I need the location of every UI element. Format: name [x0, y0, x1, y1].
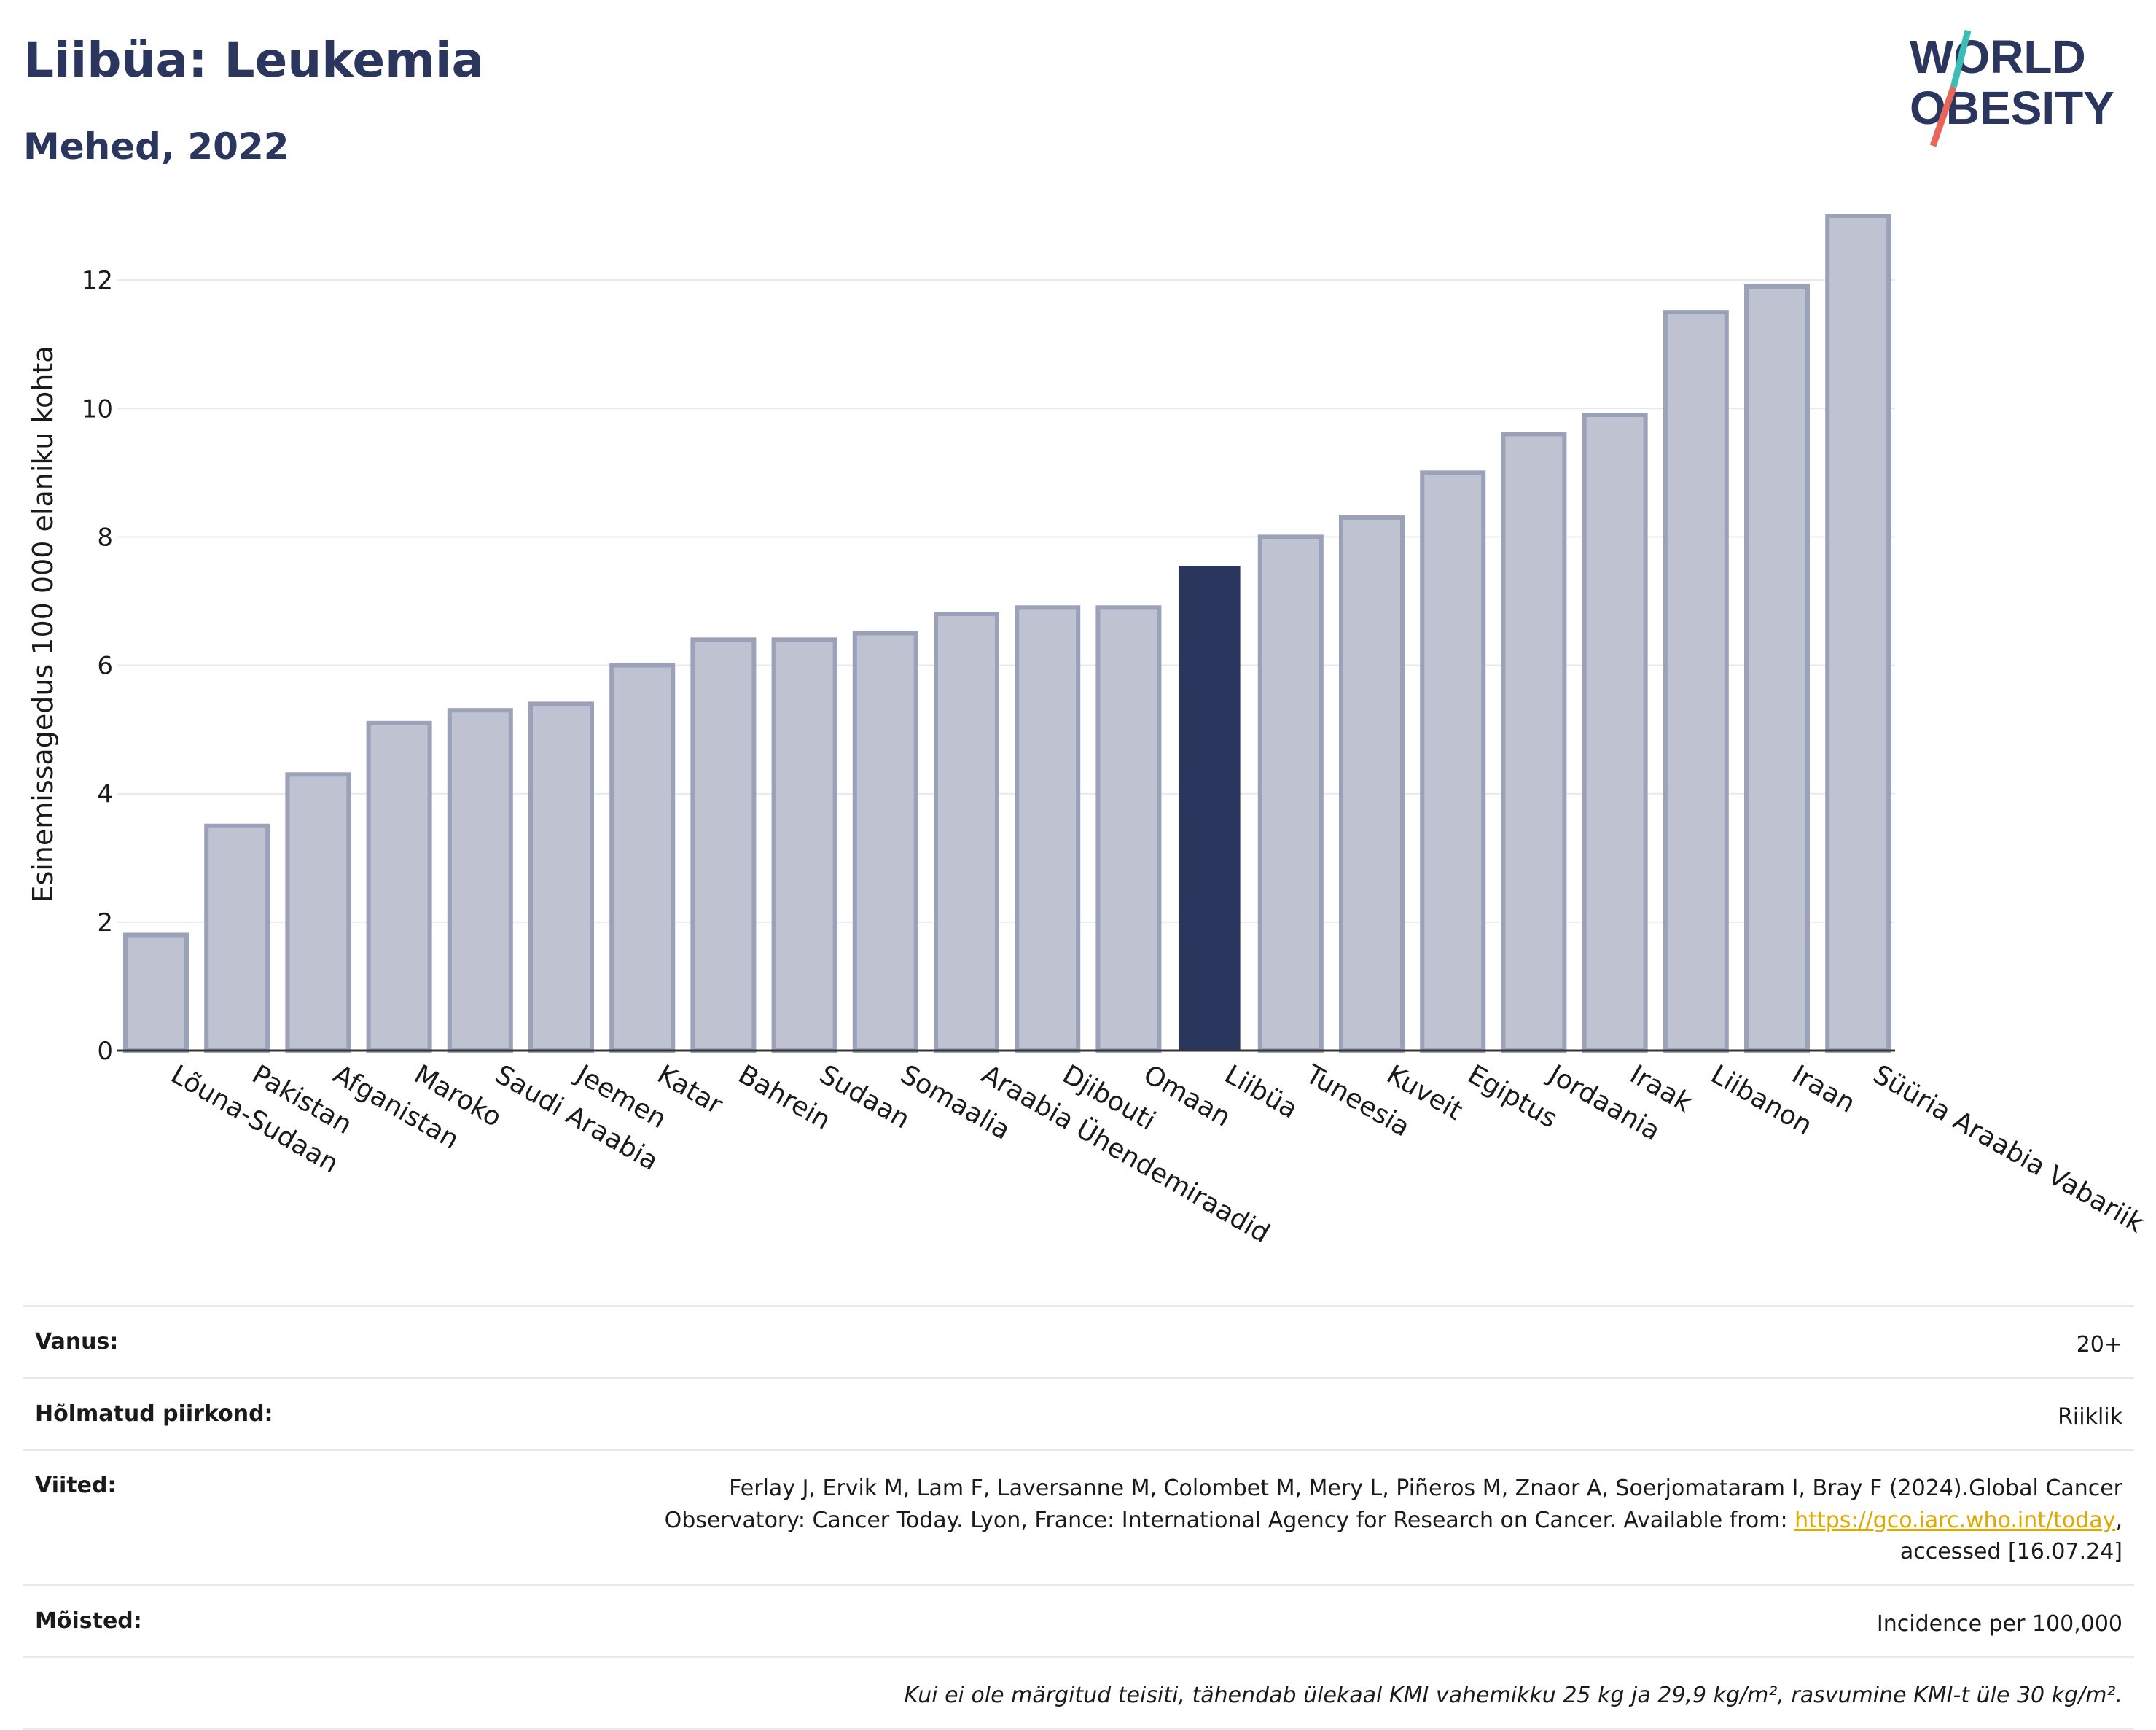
page-subtitle: Mehed, 2022 — [23, 125, 289, 168]
references-line-1: Ferlay J, Ervik M, Lam F, Laversanne M, … — [729, 1476, 2122, 1501]
references-line-2: Observatory: Cancer Today. Lyon, France:… — [664, 1507, 1795, 1533]
info-row-age: Vanus: 20+ — [23, 1305, 2134, 1377]
info-row-references: Viited: Ferlay J, Ervik M, Lam F, Lavers… — [23, 1449, 2134, 1584]
info-table: Vanus: 20+ Hõlmatud piirkond: Riiklik Vi… — [23, 1305, 2134, 1730]
bar-araabia-ühendemiraadid — [934, 612, 999, 1053]
bar-chart: 0 2 4 6 8 10 12 Lõuna-SudaanPakistanAfganistan… — [27, 214, 2149, 1249]
coverage-value: Riiklik — [2058, 1403, 2122, 1430]
bar-iraak — [1582, 413, 1648, 1053]
bar-sudaan — [771, 637, 837, 1053]
x-tick-label: Egiptus — [1463, 1059, 1563, 1134]
info-row-note: Kui ei ole märgitud teisiti, tähendab ül… — [23, 1656, 2134, 1730]
world-obesity-logo: WORLD OBESITY — [1910, 29, 2114, 147]
age-value: 20+ — [2076, 1332, 2122, 1357]
bars — [123, 214, 1891, 1053]
page-title: Liibüa: Leukemia — [23, 32, 485, 88]
y-tick-label: 2 — [97, 908, 113, 938]
y-tick-label: 12 — [82, 266, 113, 295]
y-axis-title: Esinemissagedus 100 000 elaniku kohta — [27, 346, 59, 903]
bar-lõuna-sudaan — [123, 932, 189, 1053]
references-line-2-end: , — [2115, 1507, 2122, 1533]
bar-iraan — [1744, 284, 1810, 1053]
bar-maroko — [366, 720, 432, 1053]
logo-slash-teal — [1950, 29, 1972, 89]
bar-kuveit — [1339, 515, 1405, 1053]
bar-liibüa — [1179, 566, 1241, 1051]
bar-afganistan — [285, 772, 351, 1053]
x-axis-labels: Lõuna-SudaanPakistanAfganistanMarokoSaud… — [166, 1059, 2149, 1249]
age-label: Vanus: — [35, 1329, 119, 1355]
bar-süüria-araabia-vabariik — [1825, 214, 1891, 1053]
footnote: Kui ei ole märgitud teisiti, tähendab ül… — [904, 1683, 2122, 1708]
y-tick-label: 10 — [82, 394, 113, 424]
y-axis-ticks: 0 2 4 6 8 10 12 — [82, 266, 113, 1066]
y-tick-label: 4 — [97, 780, 113, 809]
x-tick-label: Sudaan — [814, 1059, 915, 1134]
bar-omaan — [1095, 605, 1162, 1053]
bar-jordaania — [1501, 432, 1567, 1053]
bar-katar — [609, 663, 676, 1053]
x-tick-label: Liibüa — [1219, 1059, 1302, 1124]
bar-bahrein — [690, 637, 757, 1053]
bar-pakistan — [204, 823, 270, 1053]
coverage-label: Hõlmatud piirkond: — [35, 1400, 273, 1427]
y-tick-label: 8 — [97, 523, 113, 552]
references-link[interactable]: https://gco.iarc.who.int/today — [1794, 1507, 2116, 1533]
bar-saudi-araabia — [447, 708, 513, 1053]
terms-value: Incidence per 100,000 — [1876, 1610, 2122, 1637]
info-row-terms: Mõisted: Incidence per 100,000 — [23, 1583, 2134, 1656]
bar-liibanon — [1663, 310, 1729, 1053]
bar-jeemen — [528, 701, 594, 1053]
references-label: Viited: — [35, 1473, 117, 1498]
x-tick-label: Süüria Araabia Vabariik — [1868, 1059, 2149, 1239]
x-tick-label: Bahrein — [733, 1059, 835, 1136]
bar-djibouti — [1015, 605, 1081, 1053]
bar-tuneesia — [1257, 534, 1324, 1053]
y-tick-label: 6 — [97, 652, 113, 681]
terms-label: Mõisted: — [35, 1608, 142, 1634]
y-tick-label: 0 — [97, 1037, 113, 1066]
bar-somaalia — [852, 631, 918, 1053]
references-line-3: accessed [16.07.24] — [1899, 1539, 2122, 1565]
logo-slash-red — [1929, 86, 1957, 147]
references-value: Ferlay J, Ervik M, Lam F, Laversanne M, … — [665, 1473, 2122, 1568]
info-row-coverage: Hõlmatud piirkond: Riiklik — [23, 1376, 2134, 1449]
bar-egiptus — [1420, 470, 1486, 1053]
logo-text-world: WORLD — [1910, 31, 2086, 83]
